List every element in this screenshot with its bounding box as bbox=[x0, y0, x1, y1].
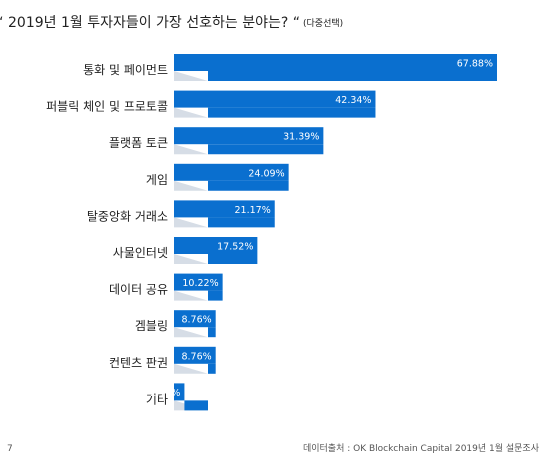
category-label: 겜블링 bbox=[135, 319, 168, 333]
bar bbox=[174, 310, 216, 328]
bar-base bbox=[208, 363, 216, 374]
bar-shadow bbox=[174, 254, 208, 264]
bar-base bbox=[208, 180, 289, 191]
value-label: 10.22% bbox=[182, 278, 218, 289]
bar-base bbox=[208, 327, 216, 338]
category-label: 퍼블릭 체인 및 프로토콜 bbox=[46, 100, 168, 114]
bar bbox=[174, 90, 376, 108]
value-label: 17.52% bbox=[217, 242, 253, 253]
value-label: 31.39% bbox=[283, 132, 319, 143]
category-label: 탈중앙화 거래소 bbox=[87, 209, 168, 223]
category-label: 사물인터넷 bbox=[113, 246, 168, 260]
bar bbox=[174, 273, 223, 291]
bar-shadow bbox=[174, 363, 208, 374]
value-label: 8.76% bbox=[181, 351, 211, 362]
category-label: 플랫폼 토큰 bbox=[109, 136, 168, 150]
bar-base bbox=[208, 144, 324, 155]
bar bbox=[174, 237, 258, 254]
bar-shadow bbox=[174, 71, 208, 81]
bar-base bbox=[208, 217, 275, 228]
value-label: 8.76% bbox=[181, 315, 211, 326]
value-label: 67.88% bbox=[457, 59, 493, 70]
category-label: 통화 및 페이먼트 bbox=[83, 63, 168, 77]
bar-shadow bbox=[174, 107, 208, 118]
bar bbox=[174, 346, 216, 364]
chart-title: “ 2019년 1월 투자자들이 가장 선호하는 분야는? “ bbox=[0, 15, 300, 31]
category-label: 기타 bbox=[146, 392, 168, 406]
bar-shadow bbox=[174, 327, 208, 338]
bar bbox=[174, 200, 275, 218]
category-label: 컨텐츠 판권 bbox=[109, 356, 168, 370]
bars-group: 통화 및 페이먼트 67.88% 퍼블릭 체인 및 프로토콜 42.34% 플랫폼 토큰… bbox=[46, 54, 497, 411]
value-label: 24.09% bbox=[248, 168, 284, 179]
page-number: 7 bbox=[7, 444, 13, 454]
category-label: 게임 bbox=[146, 173, 168, 187]
bar-shadow bbox=[174, 290, 208, 301]
bar-shadow bbox=[174, 144, 208, 155]
data-source-note: 데이터출처 : OK Blockchain Capital 2019년 1월 설… bbox=[303, 442, 540, 454]
value-label: 42.34% bbox=[335, 95, 371, 106]
bar bbox=[174, 127, 324, 145]
chart-subtitle: (다중선택) bbox=[303, 18, 343, 29]
bar bbox=[174, 383, 185, 401]
bar-shadow bbox=[174, 217, 208, 228]
bar-base bbox=[208, 71, 497, 81]
bar-base bbox=[208, 254, 258, 264]
bar bbox=[174, 163, 289, 181]
bar-base bbox=[184, 400, 208, 411]
value-label: 21.17% bbox=[235, 205, 271, 216]
bar bbox=[174, 54, 497, 71]
bar-shadow bbox=[174, 180, 208, 191]
category-label: 데이터 공유 bbox=[109, 283, 168, 297]
bar-base bbox=[208, 107, 376, 118]
bar-base bbox=[208, 290, 223, 301]
value-label: 2.19% bbox=[150, 388, 180, 399]
